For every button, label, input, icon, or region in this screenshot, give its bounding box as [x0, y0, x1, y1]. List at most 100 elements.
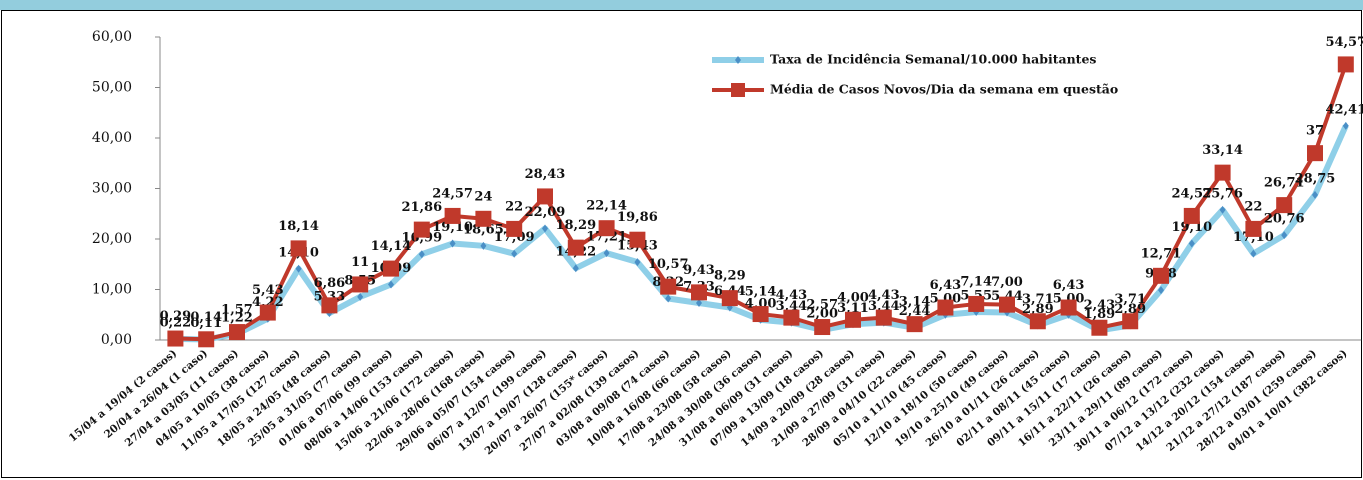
data-label: 2,57 [806, 298, 838, 313]
marker [1342, 121, 1349, 130]
data-label: 2,89 [1114, 302, 1146, 317]
data-label: 6,43 [1053, 278, 1085, 293]
marker [475, 210, 492, 227]
marker [542, 224, 548, 233]
data-label: 42,41 [1325, 102, 1363, 117]
marker [691, 284, 707, 301]
y-tick-label: 20,00 [92, 231, 132, 247]
marker [1214, 164, 1231, 181]
marker [1153, 267, 1169, 284]
marker [1276, 197, 1293, 214]
marker [721, 290, 738, 307]
data-label: 54,57 [1325, 35, 1363, 50]
data-label: 10,57 [648, 257, 689, 272]
marker [752, 306, 769, 323]
marker [418, 250, 425, 259]
marker [567, 239, 584, 256]
marker [1250, 249, 1257, 258]
data-label: 33,14 [1202, 143, 1243, 158]
marker [937, 299, 954, 316]
data-label: 28,75 [1295, 171, 1336, 186]
data-label: 0,22 [160, 315, 192, 330]
data-label: 37 [1306, 124, 1324, 139]
data-label: 17,10 [1233, 230, 1274, 245]
marker [845, 311, 861, 328]
marker [506, 220, 523, 237]
marker [295, 264, 302, 273]
marker [696, 298, 702, 307]
marker [572, 264, 579, 273]
marker [634, 258, 641, 267]
data-label: 17,21 [586, 230, 627, 245]
data-label: 18,29 [555, 218, 596, 233]
data-label: 19,10 [432, 220, 473, 235]
data-label: 3,71 [1022, 292, 1054, 307]
marker [511, 249, 518, 258]
marker [1245, 220, 1262, 237]
data-label: 4,43 [868, 288, 900, 303]
data-label: 5,14 [745, 285, 777, 300]
marker [1122, 313, 1139, 330]
y-tick-label: 0,00 [101, 332, 132, 348]
marker [537, 188, 553, 205]
data-label: 18,14 [278, 219, 319, 234]
legend-label: Média de Casos Novos/Dia da semana em qu… [770, 82, 1118, 97]
legend-marker [731, 83, 745, 97]
marker [968, 295, 985, 312]
data-label: 7,14 [960, 274, 992, 289]
data-label: 26,71 [1264, 176, 1305, 191]
marker [449, 239, 456, 248]
y-tick-label: 10,00 [92, 282, 132, 298]
data-label: 18,65 [463, 222, 504, 237]
marker [167, 330, 184, 347]
data-label: 4,00 [837, 290, 869, 305]
marker [999, 296, 1015, 313]
marker [660, 278, 677, 295]
data-label: 11 [351, 255, 369, 270]
data-label: 16,99 [401, 231, 442, 246]
marker [321, 297, 338, 314]
y-tick-label: 50,00 [92, 80, 132, 96]
data-label: 8,29 [714, 269, 746, 284]
marker [598, 220, 615, 237]
y-tick-label: 30,00 [92, 181, 132, 197]
data-label: 3,14 [899, 295, 931, 310]
marker [352, 276, 369, 293]
top-band [0, 0, 1363, 10]
marker [198, 331, 215, 348]
data-label: 14,14 [371, 239, 412, 254]
marker [444, 207, 461, 224]
data-label: 22,14 [586, 199, 627, 214]
data-label: 9,43 [683, 263, 715, 278]
marker [783, 309, 800, 326]
marker [814, 319, 831, 336]
data-label: 22 [505, 199, 523, 214]
data-label: 24,57 [432, 186, 473, 201]
data-label: 21,86 [401, 200, 442, 215]
data-label: 25,76 [1202, 186, 1243, 201]
marker [290, 240, 307, 257]
marker [413, 221, 430, 238]
marker [1029, 313, 1046, 330]
data-label: 3,71 [1114, 292, 1146, 307]
data-label: 2,44 [899, 304, 931, 319]
data-label: 28,43 [525, 167, 566, 182]
marker [480, 241, 487, 250]
marker [1337, 56, 1354, 73]
marker [357, 292, 364, 301]
marker [603, 249, 610, 258]
data-label: 19,86 [617, 210, 658, 225]
data-label: 0,14 [190, 310, 222, 325]
data-label: 2,89 [1022, 302, 1054, 317]
data-label: 1,22 [221, 310, 253, 325]
data-label: 1,57 [221, 303, 253, 318]
data-label: 20,76 [1264, 212, 1305, 227]
data-label: 7,00 [991, 275, 1023, 290]
marker [259, 304, 276, 321]
marker [906, 316, 923, 333]
marker [665, 294, 672, 303]
marker [383, 260, 399, 277]
data-label: 6,86 [314, 276, 346, 291]
data-label: 6,43 [930, 278, 962, 293]
data-label: 12,71 [1141, 246, 1182, 261]
